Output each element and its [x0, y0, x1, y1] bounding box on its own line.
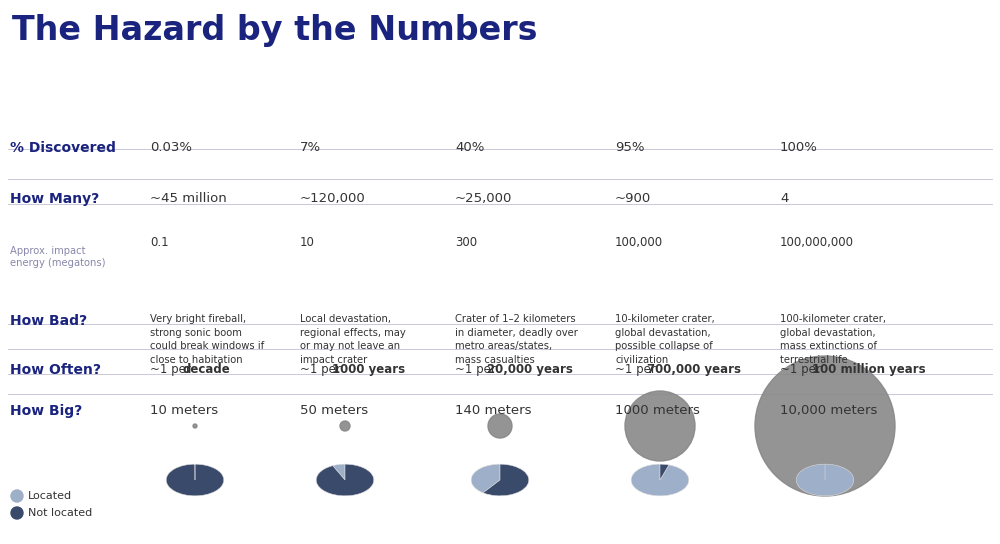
Text: 700,000 years: 700,000 years — [647, 363, 741, 376]
Text: 95%: 95% — [615, 141, 644, 154]
Circle shape — [755, 356, 895, 496]
Wedge shape — [166, 464, 224, 496]
Circle shape — [11, 490, 23, 502]
Text: 0.03%: 0.03% — [150, 141, 192, 154]
Circle shape — [340, 421, 350, 431]
Text: 0.1: 0.1 — [150, 236, 169, 249]
Text: How Big?: How Big? — [10, 404, 82, 418]
Text: ~1 per: ~1 per — [780, 363, 825, 376]
Wedge shape — [333, 464, 345, 480]
Circle shape — [488, 414, 512, 438]
Text: Located: Located — [28, 491, 72, 501]
Text: 1000 meters: 1000 meters — [615, 404, 700, 417]
Text: % Discovered: % Discovered — [10, 141, 116, 155]
Circle shape — [193, 424, 197, 428]
Circle shape — [625, 391, 695, 461]
Text: The Hazard by the Numbers: The Hazard by the Numbers — [12, 14, 538, 47]
Text: Not located: Not located — [28, 508, 92, 518]
Text: decade: decade — [182, 363, 230, 376]
Text: 10-kilometer crater,
global devastation,
possible collapse of
civilization: 10-kilometer crater, global devastation,… — [615, 314, 715, 365]
Text: Very bright fireball,
strong sonic boom
could break windows if
close to habitati: Very bright fireball, strong sonic boom … — [150, 314, 264, 365]
Wedge shape — [796, 464, 854, 496]
Text: 100 million years: 100 million years — [812, 363, 926, 376]
Text: 100-kilometer crater,
global devastation,
mass extinctions of
terrestrial life: 100-kilometer crater, global devastation… — [780, 314, 886, 365]
Text: ~120,000: ~120,000 — [300, 192, 366, 205]
Text: 10: 10 — [300, 236, 315, 249]
Text: ~1 per: ~1 per — [455, 363, 500, 376]
Text: 140 meters: 140 meters — [455, 404, 532, 417]
Text: 7%: 7% — [300, 141, 321, 154]
Text: 4: 4 — [780, 192, 788, 205]
Text: 100,000,000: 100,000,000 — [780, 236, 854, 249]
Text: 100,000: 100,000 — [615, 236, 663, 249]
Text: 40%: 40% — [455, 141, 484, 154]
Text: How Often?: How Often? — [10, 363, 101, 377]
Wedge shape — [316, 464, 374, 496]
Text: 1000 years: 1000 years — [332, 363, 405, 376]
Text: 10,000 meters: 10,000 meters — [780, 404, 877, 417]
Text: How Many?: How Many? — [10, 192, 99, 206]
Text: ~900: ~900 — [615, 192, 651, 205]
Circle shape — [11, 507, 23, 519]
Text: Approx. impact
energy (megatons): Approx. impact energy (megatons) — [10, 246, 106, 268]
Text: 50 meters: 50 meters — [300, 404, 368, 417]
Text: 300: 300 — [455, 236, 477, 249]
Text: 10 meters: 10 meters — [150, 404, 218, 417]
Text: ~1 per: ~1 per — [150, 363, 195, 376]
Text: ~25,000: ~25,000 — [455, 192, 512, 205]
Wedge shape — [483, 464, 529, 496]
Text: ~1 per: ~1 per — [615, 363, 660, 376]
Text: Crater of 1–2 kilometers
in diameter, deadly over
metro areas/states,
mass casua: Crater of 1–2 kilometers in diameter, de… — [455, 314, 578, 365]
Text: 20,000 years: 20,000 years — [487, 363, 573, 376]
Text: Local devastation,
regional effects, may
or may not leave an
impact crater: Local devastation, regional effects, may… — [300, 314, 406, 365]
Text: How Bad?: How Bad? — [10, 314, 87, 328]
Text: ~45 million: ~45 million — [150, 192, 227, 205]
Wedge shape — [660, 464, 669, 480]
Wedge shape — [631, 464, 689, 496]
Text: 100%: 100% — [780, 141, 818, 154]
Wedge shape — [471, 464, 500, 493]
Text: ~1 per: ~1 per — [300, 363, 345, 376]
